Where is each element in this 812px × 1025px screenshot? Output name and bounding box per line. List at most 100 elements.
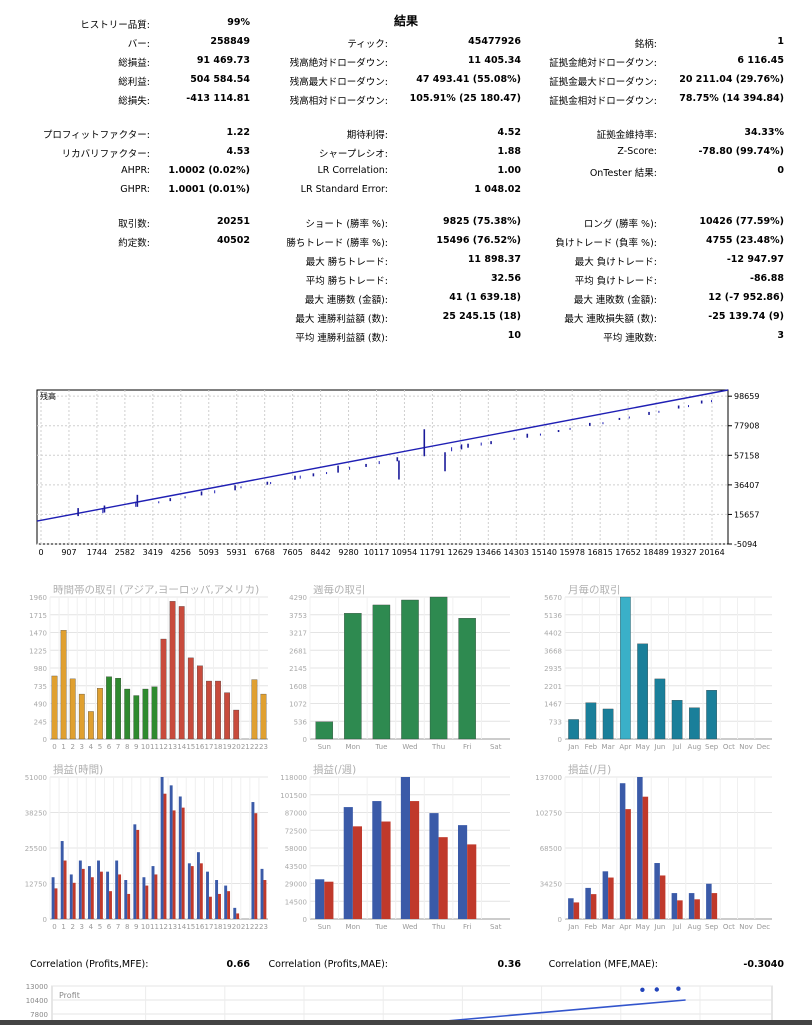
stat-label-largest-profit: 最大 勝ちトレード:: [305, 257, 388, 268]
bar: [172, 810, 176, 919]
mfe-title: Profit: [59, 991, 80, 1000]
bar-chart-5: 損益(/週) 118000 101500 87000 72500 58000 43500 29…: [280, 763, 510, 931]
bar: [260, 868, 264, 919]
balance-x-tick: 907: [61, 548, 76, 557]
stat-value-loss-trades: 4755 (23.48%): [706, 235, 784, 246]
bar: [215, 880, 219, 919]
bar-x-tick: 10: [141, 923, 150, 931]
bar-y-tick: 72500: [285, 827, 307, 835]
balance-line: [36, 389, 729, 522]
bar-y-tick: 12750: [25, 881, 47, 889]
bar-y-tick: 0: [43, 916, 47, 924]
bar: [187, 863, 191, 919]
bar-chart-title: 時間帯の取引 (アジア,ヨーロッパ,アメリカ): [53, 585, 259, 596]
stat-value-balance-dd-max: 47 493.41 (55.08%): [416, 74, 521, 85]
stat-label-sharpe: シャープレシオ:: [318, 149, 388, 160]
bar-y-tick: 1960: [29, 594, 47, 602]
bottom-scrollbar: [0, 1020, 812, 1025]
bar: [400, 777, 410, 919]
bar: [381, 821, 391, 919]
stat-value-largest-profit: 11 898.37: [467, 254, 521, 265]
bar-x-tick: 17: [204, 743, 213, 751]
bar-x-tick: Feb: [585, 923, 598, 931]
bar-x-tick: 12: [159, 743, 168, 751]
bar-x-tick: 15: [186, 743, 195, 751]
bar-x-tick: 3: [80, 743, 84, 751]
stat-value-ahpr: 1.0002 (0.02%): [168, 165, 250, 176]
bar-x-tick: 0: [52, 743, 56, 751]
balance-x-tick: 18489: [643, 548, 668, 557]
stat-value-gross-profit: 504 584.54: [190, 74, 250, 85]
bar-x-tick: Jan: [567, 923, 579, 931]
bar-x-tick: Apr: [619, 743, 631, 751]
stat-label-equity-dd-abs: 証拠金絶対ドローダウン:: [549, 58, 657, 69]
bar-x-tick: Sat: [490, 743, 502, 751]
bar-x-tick: Jun: [653, 923, 665, 931]
bar: [608, 877, 614, 919]
bar: [458, 825, 468, 919]
stat-label-balance-dd-abs: 残高絶対ドローダウン:: [289, 58, 388, 69]
bar-x-tick: Wed: [402, 923, 417, 931]
bar-y-tick: 25500: [25, 845, 47, 853]
stat-value-equity-dd-rel: 78.75% (14 394.84): [679, 93, 784, 104]
bar-x-tick: 7: [116, 923, 120, 931]
stat-value-history-quality: 99%: [227, 17, 250, 28]
balance-y-tick: -5094: [734, 540, 757, 549]
bar-x-tick: 18: [214, 743, 223, 751]
bar: [620, 596, 631, 740]
bar: [590, 894, 597, 919]
bar: [429, 813, 439, 919]
bar-y-tick: 34250: [540, 881, 562, 889]
bar: [315, 879, 325, 919]
bar-x-tick: 16: [195, 923, 204, 931]
bar-x-tick: 20: [232, 743, 241, 751]
bar: [254, 813, 258, 919]
stat-value-symbols: 1: [777, 36, 784, 47]
bar: [458, 618, 476, 740]
bar: [711, 893, 718, 919]
bar: [602, 708, 614, 740]
mfe-plot-area: [51, 985, 773, 1025]
bar: [233, 907, 237, 919]
balance-x-tick: 20164: [699, 548, 724, 557]
bar: [688, 893, 695, 919]
bar-y-tick: 3753: [289, 612, 307, 620]
bar: [410, 801, 420, 919]
bar: [69, 874, 73, 919]
bar-y-tick: 1608: [289, 683, 307, 691]
bar: [178, 796, 182, 919]
bar: [315, 721, 334, 740]
bar-x-tick: Sun: [318, 923, 331, 931]
bar-x-tick: 4: [89, 923, 94, 931]
balance-x-tick: 5093: [199, 548, 219, 557]
bar-y-tick: 1225: [29, 647, 47, 655]
stat-value-ghpr: 1.0001 (0.01%): [168, 184, 250, 195]
stat-label-margin-level: 証拠金維持率:: [596, 130, 657, 141]
bar: [106, 871, 110, 919]
bar: [115, 860, 119, 919]
bar-y-tick: 0: [303, 736, 307, 744]
bar: [60, 630, 67, 740]
bar-x-tick: Dec: [757, 743, 771, 751]
bar: [689, 707, 700, 740]
bar: [133, 824, 137, 919]
bar-x-tick: 14: [177, 923, 186, 931]
bar-y-tick: 43500: [285, 863, 307, 871]
bar: [438, 837, 448, 919]
bar-x-tick: Nov: [739, 923, 753, 931]
stat-label-gross-profit: 総利益:: [118, 77, 150, 88]
bar: [151, 866, 155, 919]
bar-y-tick: 2145: [289, 665, 307, 673]
bar: [124, 880, 128, 919]
stat-value-max-consec-wins: 41 (1 639.18): [449, 292, 521, 303]
stat-value-equity-dd-max: 20 211.04 (29.76%): [679, 74, 784, 85]
bar: [619, 783, 626, 919]
stat-value-short: 9825 (75.38%): [443, 216, 521, 227]
stat-value-bars: 258849: [210, 36, 250, 47]
bar-y-tick: 735: [34, 683, 47, 691]
balance-x-tick: 9280: [338, 548, 358, 557]
bar-x-tick: 18: [214, 923, 223, 931]
bar: [169, 601, 176, 740]
balance-x-tick: 1744: [87, 548, 107, 557]
bar-x-tick: Jul: [672, 743, 682, 751]
